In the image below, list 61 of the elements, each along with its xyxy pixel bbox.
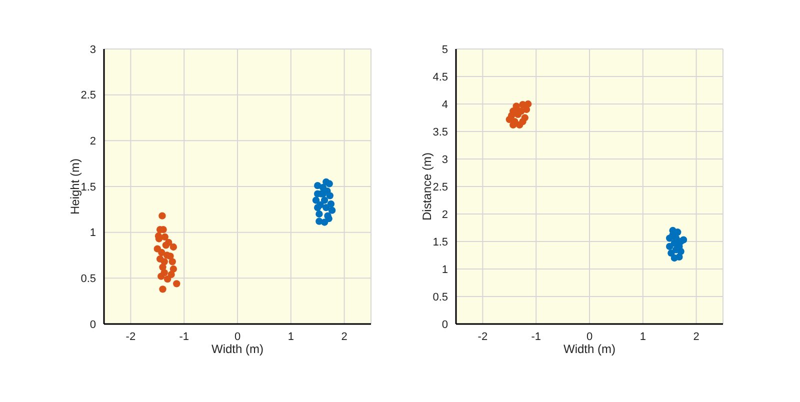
x-tick-label: -1: [531, 330, 541, 343]
x-tick-label: 0: [234, 330, 241, 343]
y-tick-label: 2: [90, 136, 96, 148]
point: [156, 255, 164, 263]
x-tick-label: -2: [478, 330, 488, 343]
point: [519, 118, 526, 126]
y-tick-label: 5: [442, 44, 448, 56]
x-tick-label: 2: [693, 330, 700, 343]
y-tick-label: 1: [90, 227, 96, 240]
y-tick-label: 0: [442, 318, 448, 331]
y-tick-label: 3: [90, 44, 96, 56]
y-tick-label: 0: [90, 318, 96, 331]
x-tick-label: 1: [288, 330, 294, 343]
x-tick-label: 2: [341, 330, 348, 343]
point: [508, 112, 516, 120]
x-tick-label: 0: [586, 330, 593, 343]
y-tick-label: 3.5: [432, 126, 448, 138]
point: [670, 240, 678, 247]
point: [168, 270, 175, 278]
point: [160, 269, 168, 276]
point: [524, 100, 532, 108]
point: [158, 212, 166, 220]
x-tick-label: -1: [179, 330, 189, 343]
point: [322, 204, 330, 212]
y-tick-label: 1: [442, 264, 448, 276]
x-tick-label: 1: [640, 330, 646, 343]
y-tick-label: 0.5: [80, 273, 96, 286]
point: [327, 200, 335, 208]
x-axis-title: Width (m): [564, 342, 616, 356]
x-tick-label: -2: [126, 330, 136, 343]
point: [316, 210, 323, 218]
point: [159, 286, 166, 293]
y-axis-title: Distance (m): [420, 152, 434, 221]
point: [166, 252, 174, 260]
y-tick-label: 2: [442, 208, 448, 221]
point: [173, 280, 180, 288]
point: [320, 196, 328, 204]
point: [328, 206, 336, 214]
point: [312, 196, 320, 204]
point: [325, 214, 332, 222]
y-tick-label: 2.5: [432, 181, 448, 194]
y-axis-title: Height (m): [68, 158, 82, 215]
point: [316, 201, 324, 208]
point: [164, 275, 172, 283]
point: [170, 265, 178, 273]
point: [162, 242, 170, 249]
y-tick-label: 1.5: [432, 236, 448, 248]
point: [168, 258, 176, 266]
point: [676, 253, 683, 260]
y-tick-label: 1.5: [80, 181, 96, 194]
point: [170, 243, 178, 251]
point: [161, 233, 168, 241]
y-tick-label: 2.5: [80, 90, 96, 102]
point: [326, 180, 333, 188]
y-tick-label: 3: [442, 154, 448, 166]
y-tick-label: 0.5: [432, 291, 448, 304]
x-axis-title: Width (m): [212, 342, 264, 356]
point: [677, 238, 684, 246]
y-tick-label: 4: [442, 98, 448, 111]
point: [324, 187, 331, 195]
y-tick-label: 4.5: [432, 71, 448, 84]
